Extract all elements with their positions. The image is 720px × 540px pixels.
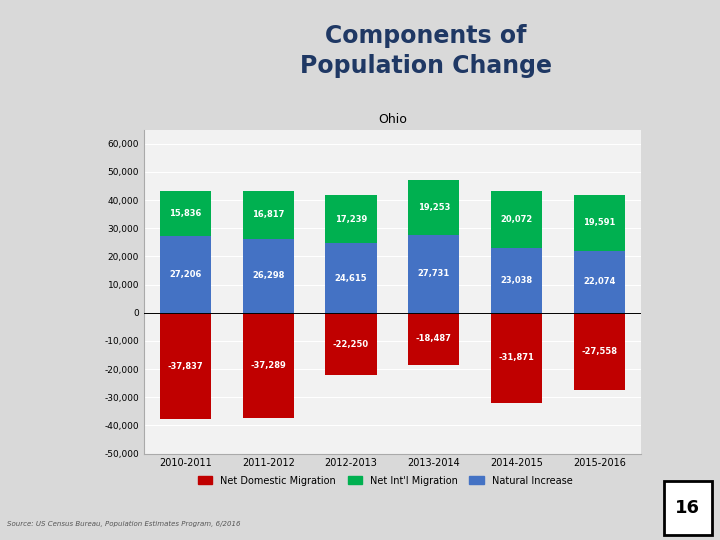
Bar <box>491 191 542 248</box>
Text: Components of
Population Change: Components of Population Change <box>300 24 552 78</box>
Text: -22,250: -22,250 <box>333 340 369 349</box>
Bar <box>243 313 294 418</box>
Bar <box>408 180 459 234</box>
Text: 27,731: 27,731 <box>418 269 450 278</box>
Text: 27,206: 27,206 <box>169 270 202 279</box>
Text: 15,836: 15,836 <box>169 210 202 218</box>
Bar <box>491 248 542 313</box>
Text: -37,837: -37,837 <box>168 362 203 370</box>
Bar <box>408 234 459 313</box>
Text: -31,871: -31,871 <box>499 353 534 362</box>
Text: 17,239: 17,239 <box>335 214 367 224</box>
Text: 19,591: 19,591 <box>583 219 616 227</box>
Text: 26,298: 26,298 <box>252 271 284 280</box>
FancyBboxPatch shape <box>664 481 711 535</box>
Title: Ohio: Ohio <box>378 113 407 126</box>
Bar <box>160 192 211 236</box>
Text: -27,558: -27,558 <box>581 347 617 356</box>
Bar <box>574 195 625 251</box>
Text: 16,817: 16,817 <box>252 211 284 219</box>
Bar <box>491 313 542 402</box>
Text: 23,038: 23,038 <box>500 276 533 285</box>
Bar <box>325 313 377 375</box>
Text: 22,074: 22,074 <box>583 277 616 286</box>
Bar <box>243 191 294 239</box>
Bar <box>408 313 459 365</box>
Text: -18,487: -18,487 <box>416 334 451 343</box>
Text: Source: US Census Bureau, Population Estimates Program, 6/2016: Source: US Census Bureau, Population Est… <box>6 521 240 527</box>
Bar <box>574 313 625 390</box>
Bar <box>574 251 625 313</box>
Bar <box>160 236 211 313</box>
Bar <box>325 244 377 313</box>
Text: 24,615: 24,615 <box>335 274 367 282</box>
Bar <box>160 313 211 420</box>
Bar <box>243 239 294 313</box>
Text: 20,072: 20,072 <box>500 215 533 224</box>
Legend: Net Domestic Migration, Net Int'l Migration, Natural Increase: Net Domestic Migration, Net Int'l Migrat… <box>194 472 577 489</box>
Bar <box>325 195 377 244</box>
Text: 19,253: 19,253 <box>418 203 450 212</box>
Text: -37,289: -37,289 <box>251 361 286 370</box>
Text: 16: 16 <box>675 498 700 517</box>
